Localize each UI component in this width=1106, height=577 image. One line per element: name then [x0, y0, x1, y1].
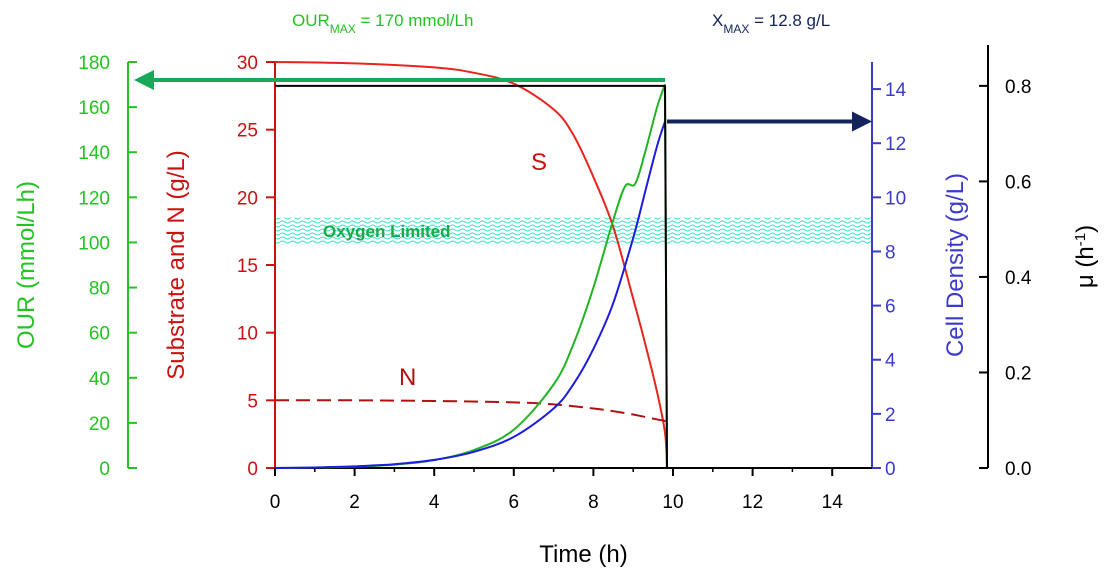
cell_density-tick-label: 12: [885, 134, 906, 155]
series-line-n: [274, 399, 668, 423]
cell-density-axis-title: Cell Density (g/L): [942, 173, 969, 357]
our-max-annotation: OURMAX = 170 mmol/Lh: [292, 11, 473, 36]
series-line-s: [274, 61, 668, 469]
substrate-axis: 0 5 10 15 20 25 30: [237, 53, 276, 480]
time-axis: 0 2 4 6 8 10 12 14: [270, 467, 872, 513]
our-axis-title: OUR (mmol/Lh): [13, 181, 40, 349]
n-curve-label: N: [399, 364, 416, 391]
substrate-tick-label: 5: [247, 391, 258, 412]
substrate-tick-label: 20: [237, 188, 258, 209]
our-tick-label: 100: [78, 233, 110, 254]
x-max-sub: MAX: [723, 22, 749, 36]
series-line-our: [274, 84, 668, 469]
series-layer: [274, 61, 669, 469]
mu-tick-label: 0.2: [1005, 363, 1031, 384]
our-max-rest: = 170 mmol/Lh: [356, 11, 474, 30]
mu-axis: 0.0 0.2 0.4 0.6 0.8: [979, 45, 1032, 480]
mu-axis-title-close: ): [1072, 225, 1099, 233]
our-tick-label: 20: [89, 414, 110, 435]
our-max-sub: MAX: [330, 22, 356, 36]
our-tick-label: 180: [78, 53, 110, 74]
x-max-base: X: [712, 11, 723, 30]
time-tick-label: 6: [509, 492, 520, 513]
mu-axis-title: μ (h-1): [1072, 225, 1100, 288]
mu-tick-label: 0.0: [1005, 459, 1031, 480]
cell_density-tick-label: 14: [885, 80, 907, 101]
cell_density-tick-label: 4: [885, 351, 896, 372]
series-line-mu: [275, 84, 669, 469]
cell-density-axis: 0 2 4 6 8 10 12 14: [871, 62, 907, 480]
time-tick-label: 10: [662, 492, 683, 513]
cell_density-tick-label: 6: [885, 297, 896, 318]
our-tick-label: 120: [78, 188, 110, 209]
our-tick-label: 140: [78, 143, 110, 164]
substrate-tick-label: 15: [237, 256, 258, 277]
series-line-cell_density: [274, 121, 666, 469]
mu-axis-title-base: μ (h: [1072, 246, 1099, 288]
substrate-tick-label: 30: [237, 53, 258, 74]
time-tick-label: 14: [822, 492, 844, 513]
substrate-tick-label: 25: [237, 121, 258, 142]
mu-tick-label: 0.8: [1005, 77, 1031, 98]
time-axis-title: Time (h): [539, 541, 627, 568]
our-axis: 0 20 40 60 80 100 120 140 160 180: [78, 53, 137, 480]
x-max-annotation: XMAX = 12.8 g/L: [712, 11, 830, 36]
our-tick-label: 60: [89, 324, 110, 345]
cell_density-tick-label: 2: [885, 405, 896, 426]
time-tick-label: 0: [270, 492, 281, 513]
mu-tick-label: 0.4: [1005, 268, 1032, 289]
substrate-axis-title: Substrate and N (g/L): [163, 150, 190, 379]
time-tick-label: 8: [588, 492, 599, 513]
oxygen-limited-label: Oxygen Limited: [323, 222, 451, 241]
time-tick-label: 4: [429, 492, 440, 513]
s-curve-label: S: [531, 149, 547, 176]
cell_density-tick-label: 8: [885, 242, 896, 263]
our-tick-label: 0: [99, 459, 110, 480]
oxygen-limited-band: [275, 217, 872, 245]
time-tick-label: 12: [742, 492, 763, 513]
our-max-base: OUR: [292, 11, 330, 30]
substrate-tick-label: 10: [237, 324, 258, 345]
mu-tick-label: 0.6: [1005, 172, 1031, 193]
cell_density-tick-label: 0: [885, 459, 896, 480]
our-tick-label: 80: [89, 279, 110, 300]
our-tick-label: 160: [78, 98, 110, 119]
cell_density-tick-label: 10: [885, 188, 906, 209]
x-max-rest: = 12.8 g/L: [749, 11, 830, 30]
time-tick-label: 2: [349, 492, 360, 513]
our-tick-label: 40: [89, 369, 110, 390]
mu-axis-title-sup: -1: [1072, 233, 1089, 246]
substrate-tick-label: 0: [247, 459, 258, 480]
